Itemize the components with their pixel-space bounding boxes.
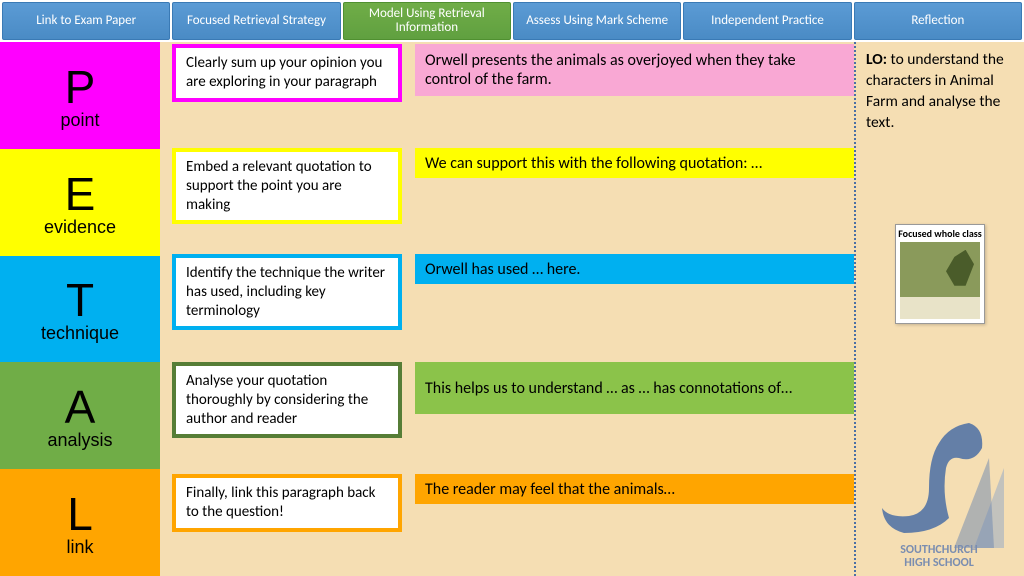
tab-1[interactable]: Focused Retrieval Strategy	[172, 2, 340, 40]
right-column: LO: to understand the characters in Anim…	[854, 42, 1024, 576]
tab-3[interactable]: Assess Using Mark Scheme	[513, 2, 681, 40]
petal-column: PpointEevidenceTtechniqueAanalysisLlink	[0, 42, 160, 576]
school-name: SOUTHCHURCHHIGH SCHOOL	[854, 544, 1024, 570]
badge-icon	[900, 242, 980, 319]
example-strip: Orwell presents the animals as overjoyed…	[415, 44, 854, 96]
instruction-box: Clearly sum up your opinion you are expl…	[172, 44, 402, 102]
lo-text: to understand the characters in Animal F…	[866, 50, 1004, 132]
petal-word: analysis	[47, 430, 112, 451]
example-strip: The reader may feel that the animals…	[415, 474, 854, 504]
tab-4[interactable]: Independent Practice	[683, 2, 851, 40]
petal-word: evidence	[44, 217, 116, 238]
petal-letter: P	[65, 60, 96, 114]
petal-technique: Ttechnique	[0, 256, 160, 363]
instruction-box: Finally, link this paragraph back to the…	[172, 474, 402, 532]
tab-5[interactable]: Reflection	[854, 2, 1022, 40]
swan-icon	[874, 408, 1004, 548]
content-row-3: Analyse your quotation thoroughly by con…	[160, 362, 854, 438]
petal-letter: E	[65, 167, 96, 221]
example-strip: Orwell has used … here.	[415, 254, 854, 284]
petal-point: Ppoint	[0, 42, 160, 149]
petal-word: link	[66, 537, 93, 558]
petal-analysis: Aanalysis	[0, 362, 160, 469]
school-logo: SOUTHCHURCHHIGH SCHOOL	[854, 376, 1024, 576]
petal-letter: L	[67, 487, 93, 541]
example-strip: This helps us to understand … as … has c…	[415, 362, 854, 414]
petal-letter: T	[66, 273, 94, 327]
lo-prefix: LO:	[866, 50, 887, 69]
petal-word: technique	[41, 323, 119, 344]
instruction-box: Embed a relevant quotation to support th…	[172, 148, 402, 224]
focus-badge: Focused whole class	[895, 224, 985, 324]
learning-objective: LO: to understand the characters in Anim…	[866, 50, 1014, 134]
badge-title: Focused whole class	[898, 225, 982, 242]
tab-2[interactable]: Model Using Retrieval Information	[343, 2, 511, 40]
petal-evidence: Eevidence	[0, 149, 160, 256]
top-tabs: Link to Exam PaperFocused Retrieval Stra…	[0, 0, 1024, 42]
instruction-box: Identify the technique the writer has us…	[172, 254, 402, 330]
content-column: Clearly sum up your opinion you are expl…	[160, 42, 854, 576]
content-row-2: Identify the technique the writer has us…	[160, 254, 854, 330]
petal-link: Llink	[0, 469, 160, 576]
tab-0[interactable]: Link to Exam Paper	[2, 2, 170, 40]
content-row-4: Finally, link this paragraph back to the…	[160, 474, 854, 532]
instruction-box: Analyse your quotation thoroughly by con…	[172, 362, 402, 438]
petal-word: point	[60, 110, 99, 131]
content-row-0: Clearly sum up your opinion you are expl…	[160, 44, 854, 102]
content-row-1: Embed a relevant quotation to support th…	[160, 148, 854, 224]
petal-letter: A	[65, 380, 96, 434]
main-area: PpointEevidenceTtechniqueAanalysisLlink …	[0, 42, 1024, 576]
example-strip: We can support this with the following q…	[415, 148, 854, 178]
